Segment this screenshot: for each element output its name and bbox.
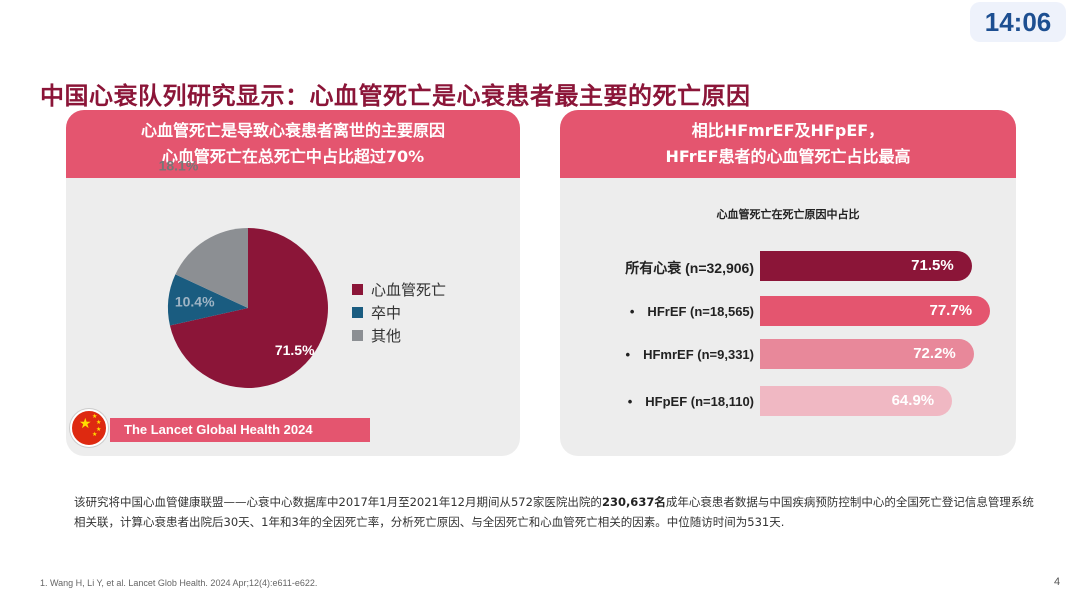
study-description: 该研究将中国心血管健康联盟——心衰中心数据库中2017年1月至2021年12月期…	[74, 492, 1034, 532]
pie-slice-0	[169, 228, 328, 388]
left-panel: 心血管死亡是导致心衰患者离世的主要原因 心血管死亡在总死亡中占比超过70%	[66, 110, 520, 456]
bar-category-label-0: 所有心衰 (n=32,906)	[625, 260, 754, 276]
legend-swatch-1	[352, 307, 363, 318]
pie-slice-2	[175, 228, 248, 308]
pie-label-1: 10.4%	[175, 294, 215, 310]
left-panel-heading: 心血管死亡是导致心衰患者离世的主要原因 心血管死亡在总死亡中占比超过70%	[66, 110, 520, 178]
left-heading-line1: 心血管死亡是导致心衰患者离世的主要原因	[140, 121, 445, 140]
bar-2: 72.2%	[760, 339, 974, 369]
bar-chart-title: 心血管死亡在死亡原因中占比	[716, 208, 860, 221]
source-label: The Lancet Global Health 2024	[110, 418, 370, 442]
page-title: 中国心衰队列研究显示：心血管死亡是心衰患者最主要的死亡原因	[40, 82, 751, 110]
pie-slice-1	[168, 274, 248, 326]
pie-label-2: 18.1%	[159, 157, 199, 173]
right-heading-line1: 相比HFmrEF及HFpEF，	[691, 121, 885, 140]
desc-bold-count: 230,637名	[601, 495, 666, 509]
right-heading-line2: HFrEF患者的心血管死亡占比最高	[665, 147, 911, 166]
clock: 14:06	[970, 2, 1066, 42]
bar-3: 64.9%	[760, 386, 953, 416]
legend-item-0: 心血管死亡	[352, 278, 446, 301]
legend-label-2: 其他	[371, 327, 402, 345]
bar-1: 77.7%	[760, 296, 991, 326]
legend-swatch-0	[352, 284, 363, 295]
desc-part1: 该研究将中国心血管健康联盟——心衰中心数据库中2017年1月至2021年12月期…	[74, 495, 602, 509]
death-cause-pie-chart: 71.5% 10.4% 18.1%	[159, 157, 328, 388]
right-panel-heading: 相比HFmrEF及HFpEF， HFrEF患者的心血管死亡占比最高	[560, 110, 1016, 178]
legend-item-1: 卒中	[352, 301, 446, 324]
page-number: 4	[1054, 576, 1061, 588]
bar-category-label-2: • HFmrEF (n=9,331)	[625, 347, 754, 362]
legend-item-2: 其他	[352, 324, 446, 347]
reference: 1. Wang H, Li Y, et al. Lancet Glob Heal…	[40, 578, 318, 588]
left-heading-line2: 心血管死亡在总死亡中占比超过70%	[161, 147, 425, 166]
bar-category-label-3: • HFpEF (n=18,110)	[627, 394, 754, 409]
pie-legend: 心血管死亡 卒中 其他	[352, 278, 446, 347]
bar-0: 71.5%	[760, 251, 972, 281]
bar-category-label-1: • HFrEF (n=18,565)	[629, 304, 754, 319]
legend-label-1: 卒中	[371, 304, 402, 322]
pie-label-0: 71.5%	[275, 342, 315, 358]
desc-part2: 成年心衰患者数据与中国疾病预防控制中心的全国死亡登记信息管理系统相关联，计算心衰…	[74, 495, 1034, 529]
legend-swatch-2	[352, 330, 363, 341]
china-flag-icon: ★ ★ ★ ★ ★	[70, 409, 108, 447]
legend-label-0: 心血管死亡	[371, 281, 447, 299]
